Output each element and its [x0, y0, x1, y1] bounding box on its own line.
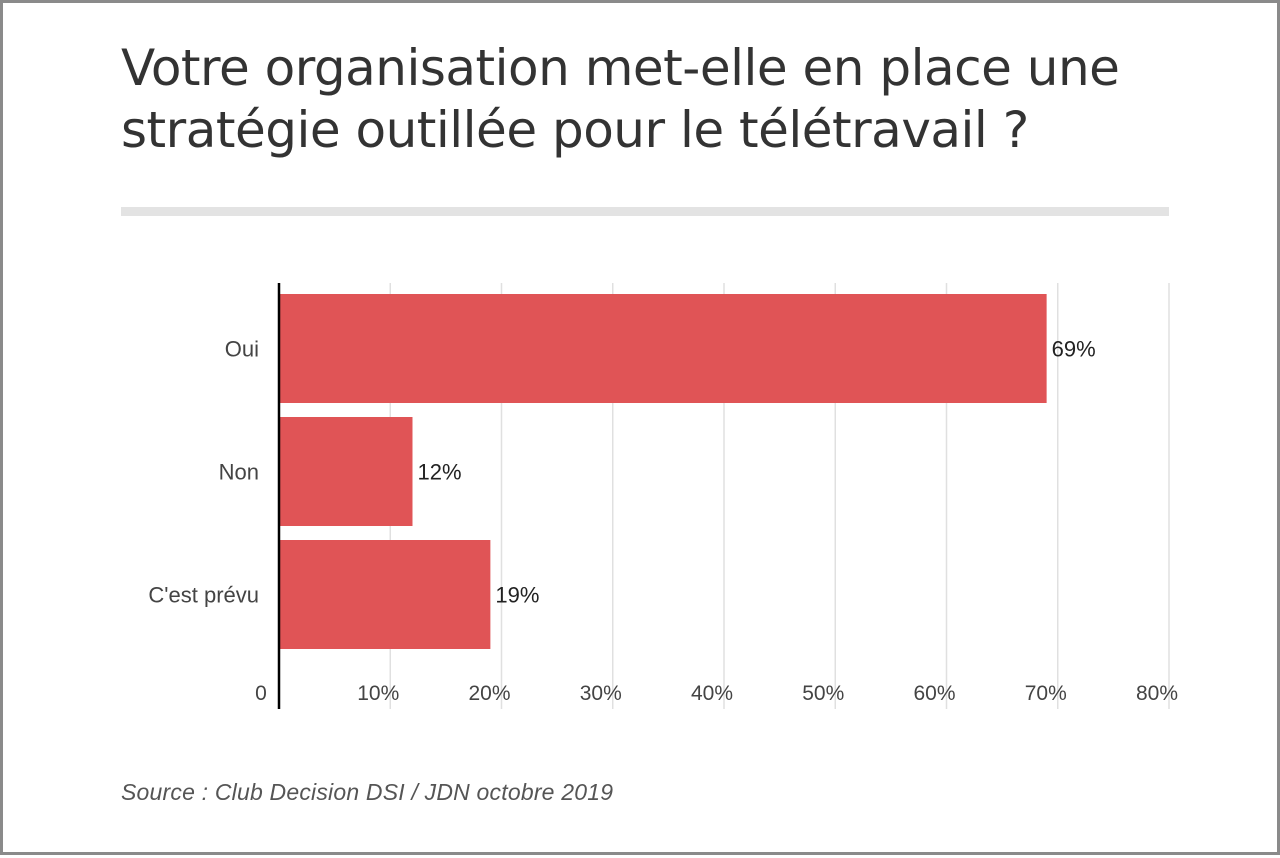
bar: [279, 540, 491, 649]
x-tick-label: 30%: [580, 682, 622, 705]
x-tick-label: 20%: [468, 682, 510, 705]
bar-chart: 69% Oui 12% Non 19% C'est prévu 0 10% 20% 30% 40% 5…: [148, 283, 1178, 709]
chart-title-line-2: stratégie outillée pour le télétravail ?: [121, 101, 1029, 159]
chart-title-line-1: Votre organisation met-elle en place une: [121, 39, 1120, 97]
category-label: Oui: [225, 337, 259, 362]
bar: [279, 417, 413, 526]
category-label: C'est prévu: [148, 583, 259, 608]
category-label: Non: [219, 460, 259, 485]
chart-title: Votre organisation met-elle en place une…: [121, 37, 1201, 161]
x-tick-label: 80%: [1136, 682, 1178, 705]
bar: [279, 294, 1047, 403]
data-label: 69%: [1052, 337, 1096, 362]
data-label: 12%: [418, 460, 462, 485]
x-tick-label: 60%: [913, 682, 955, 705]
x-tick-label: 0: [255, 682, 267, 705]
data-label: 19%: [495, 583, 539, 608]
x-tick-label: 10%: [357, 682, 399, 705]
source-note: Source : Club Decision DSI / JDN octobre…: [121, 779, 614, 805]
title-divider: [121, 207, 1169, 216]
x-tick-label: 50%: [802, 682, 844, 705]
x-tick-label: 40%: [691, 682, 733, 705]
x-tick-label: 70%: [1025, 682, 1067, 705]
